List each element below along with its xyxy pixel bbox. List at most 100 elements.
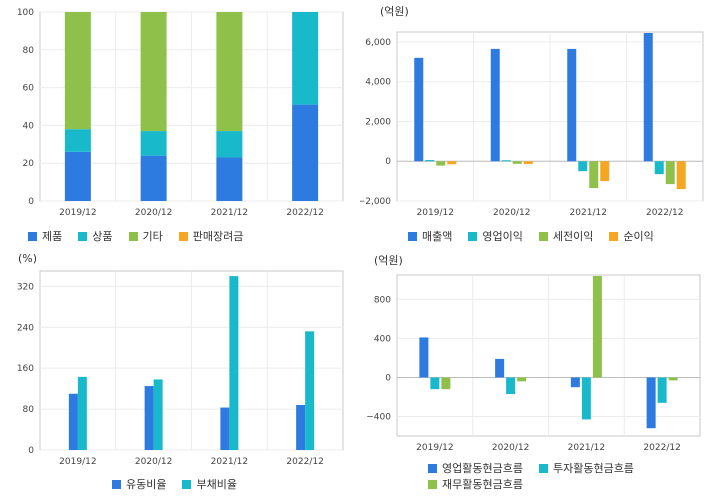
x-tick-label: 2022/12 xyxy=(286,457,323,467)
bar-상품 xyxy=(64,129,91,152)
y-tick-label: 60 xyxy=(23,84,35,94)
chart-ratio-legend: 유동비율 부채비율 xyxy=(112,476,352,492)
legend-item[interactable]: 유동비율 xyxy=(112,476,166,492)
legend-item[interactable]: 투자활동현금흐름 xyxy=(538,460,634,476)
legend-swatch xyxy=(408,231,417,241)
legend-label: 투자활동현금흐름 xyxy=(552,462,634,475)
y-tick-label: 0 xyxy=(28,197,34,207)
bar-제품 xyxy=(140,155,167,201)
legend-label: 제품 xyxy=(42,230,63,243)
legend-swatch xyxy=(182,479,192,489)
y-tick-label: 0 xyxy=(385,373,391,383)
bar-제품 xyxy=(64,151,91,201)
bar-영업이익 xyxy=(654,161,664,175)
bar-유동비율 xyxy=(296,404,306,450)
bar-투자활동현금흐름 xyxy=(657,377,667,403)
legend-item[interactable]: 매출액 xyxy=(408,228,452,244)
chart-product-mix: 0 20 40 60 80 100 2019/12 2020/12 2021/12 2022/12… xyxy=(0,0,360,248)
legend-item[interactable]: 판매장려금 xyxy=(178,228,244,244)
x-tick-label: 2019/12 xyxy=(59,208,96,218)
legend-swatch xyxy=(428,479,437,489)
bar-유동비율 xyxy=(144,386,154,450)
bar-매출액 xyxy=(414,57,424,162)
legend-label: 유동비율 xyxy=(126,478,167,491)
legend-label: 영업활동현금흐름 xyxy=(442,462,523,475)
bar-투자활동현금흐름 xyxy=(506,377,516,395)
y-tick-label: 6,000 xyxy=(365,38,391,48)
legend-item[interactable]: 순이익 xyxy=(609,228,654,244)
y-tick-label: 0 xyxy=(28,446,34,456)
bar-제품 xyxy=(216,157,243,201)
legend-swatch xyxy=(609,231,619,241)
legend-swatch xyxy=(428,463,437,473)
bar-제품 xyxy=(292,104,319,201)
y-tick-label: 240 xyxy=(17,323,34,333)
x-tick-label: 2019/12 xyxy=(59,457,96,467)
bar-재무활동현금흐름 xyxy=(441,377,451,390)
x-tick-label: 2020/12 xyxy=(492,443,529,453)
legend-label: 기타 xyxy=(142,230,163,243)
y-tick-label: 400 xyxy=(374,334,391,344)
bar-기타 xyxy=(140,12,167,132)
legend-swatch xyxy=(28,231,37,241)
legend-item[interactable]: 세전이익 xyxy=(538,228,594,244)
chart-income-plot: −2,000 0 2,000 4,000 6,000 2019/12 2020/12 2021… xyxy=(358,31,704,218)
chart-income: (억원) −2,000 0 2,000 4,000 6,000 2019/12 2020/1… xyxy=(358,0,720,248)
bar-영업이익 xyxy=(501,160,511,162)
x-tick-label: 2021/12 xyxy=(211,208,248,218)
bar-재무활동현금흐름 xyxy=(668,377,678,381)
x-tick-label: 2022/12 xyxy=(646,208,683,218)
y-tick-label: 80 xyxy=(23,46,35,56)
y-tick-label: 320 xyxy=(17,282,34,292)
bar-순이익 xyxy=(600,161,610,182)
y-tick-label: 4,000 xyxy=(365,78,391,88)
bar-유동비율 xyxy=(68,393,78,450)
legend-label: 부채비율 xyxy=(196,478,237,491)
bar-투자활동현금흐름 xyxy=(581,377,591,420)
bar-매출액 xyxy=(643,32,653,162)
legend-label: 매출액 xyxy=(422,230,453,243)
y-tick-label: 100 xyxy=(17,8,34,18)
legend-label: 순이익 xyxy=(623,230,654,243)
bar-세전이익 xyxy=(589,161,599,189)
chart-income-unit: (억원) xyxy=(380,5,409,18)
bar-부채비율 xyxy=(77,376,87,450)
x-tick-label: 2020/12 xyxy=(493,208,530,218)
bar-기타 xyxy=(64,12,91,130)
legend-swatch xyxy=(538,463,548,473)
legend-item[interactable]: 영업이익 xyxy=(468,228,523,244)
y-tick-label: −2,000 xyxy=(360,197,391,207)
legend-label: 세전이익 xyxy=(552,230,594,243)
x-tick-label: 2019/12 xyxy=(416,443,453,453)
bar-순이익 xyxy=(676,161,686,190)
bar-영업활동현금흐름 xyxy=(419,337,429,378)
legend-label: 판매장려금 xyxy=(192,230,244,243)
bar-상품 xyxy=(216,131,243,158)
legend-item[interactable]: 기타 xyxy=(128,228,163,244)
y-tick-label: 40 xyxy=(23,121,35,131)
bar-세전이익 xyxy=(512,161,522,164)
x-tick-label: 2021/12 xyxy=(570,208,607,218)
bar-재무활동현금흐름 xyxy=(592,275,602,378)
y-tick-label: −400 xyxy=(366,412,391,422)
bar-매출액 xyxy=(490,48,500,162)
legend-item[interactable]: 상품 xyxy=(78,228,113,244)
bar-유동비율 xyxy=(220,407,230,450)
chart-ratio-unit: (%) xyxy=(18,252,38,265)
chart-cashflow-unit: (억원) xyxy=(374,254,403,267)
legend-item[interactable]: 재무활동현금흐름 xyxy=(428,476,523,492)
bar-부채비율 xyxy=(153,379,163,450)
legend-item[interactable]: 영업활동현금흐름 xyxy=(428,460,523,476)
legend-swatch xyxy=(112,479,121,489)
legend-item[interactable]: 제품 xyxy=(28,228,62,244)
legend-swatch xyxy=(128,231,138,241)
bar-부채비율 xyxy=(305,331,315,450)
chart-income-legend: 매출액 영업이익 세전이익 순이익 xyxy=(408,228,718,244)
y-tick-label: 2,000 xyxy=(365,117,391,127)
legend-item[interactable]: 부채비율 xyxy=(182,476,237,492)
bar-매출액 xyxy=(567,48,577,162)
legend-swatch xyxy=(468,231,478,241)
x-tick-label: 2021/12 xyxy=(568,443,605,453)
bar-영업이익 xyxy=(578,161,588,172)
